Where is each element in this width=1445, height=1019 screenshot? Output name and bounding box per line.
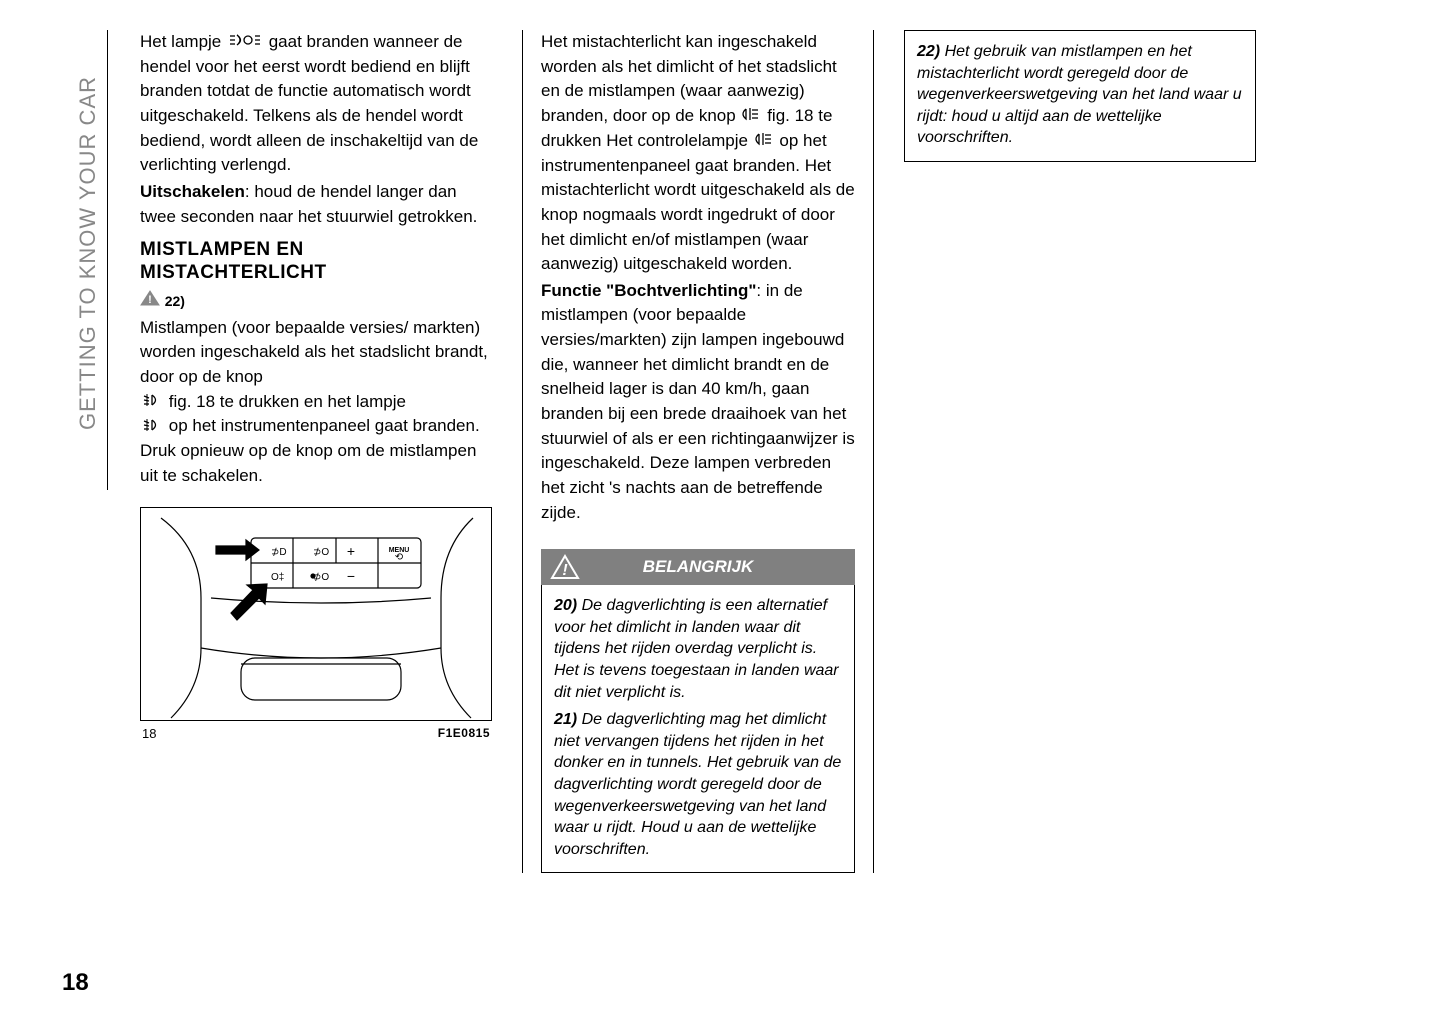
ref-number: 22): [165, 293, 185, 309]
headlamp-icon: [228, 30, 262, 55]
column-1: Het lampje gaat branden wanneer de hende…: [140, 30, 492, 873]
svg-text:⊅D: ⊅D: [271, 547, 287, 558]
text: Mistlampen (voor bepaalde versies/ markt…: [140, 318, 488, 386]
page-number: 18: [62, 969, 89, 997]
col2-para2: Functie "Bochtverlichting": in de mistla…: [541, 279, 855, 525]
fog-light-front-icon: [142, 415, 162, 440]
text: : in de mistlampen (voor bepaalde versie…: [541, 281, 855, 522]
text: fig. 18 te drukken en het lampje: [169, 392, 406, 411]
svg-text:O‡: O‡: [271, 572, 284, 583]
text: op het instrumentenpaneel gaat branden. …: [140, 416, 480, 484]
col1-para3: Mistlampen (voor bepaalde versies/ markt…: [140, 316, 492, 489]
svg-text:!: !: [562, 562, 568, 579]
text: op het instrumentenpaneel gaat branden. …: [541, 131, 855, 273]
figure-caption: 18 F1E0815: [140, 725, 492, 744]
warning-triangle-icon: !: [140, 289, 160, 314]
note-21: 21) De dagverlichting mag het dimlicht n…: [554, 709, 842, 860]
fog-light-front-icon: [142, 390, 162, 415]
text: Het lampje: [140, 32, 226, 51]
important-box: ! BELANGRIJK 20) De dagverlichting is ee…: [541, 549, 855, 873]
notes-box: 22) Het gebruik van mistlampen en het mi…: [904, 30, 1256, 162]
note-text: Het gebruik van mistlampen en het mistac…: [917, 43, 1242, 146]
note-ref: 21): [554, 711, 577, 728]
warning-ref-row: ! 22): [140, 289, 492, 314]
svg-text:⟲: ⟲: [395, 552, 404, 563]
note-text: De dagverlichting mag het dimlicht niet …: [554, 711, 841, 858]
important-label: BELANGRIJK: [589, 555, 855, 580]
fog-light-rear-icon: [755, 129, 773, 154]
main-content: Het lampje gaat branden wanneer de hende…: [140, 30, 1385, 873]
column-3: 22) Het gebruik van mistlampen en het mi…: [904, 30, 1256, 873]
important-header: ! BELANGRIJK: [541, 549, 855, 585]
svg-text:!: !: [148, 294, 152, 306]
section-heading: MISTLAMPEN EN MISTACHTERLICHT: [140, 239, 492, 285]
svg-text:⊅O: ⊅O: [313, 547, 329, 558]
col2-para1: Het mistachterlicht kan ingeschakeld wor…: [541, 30, 855, 277]
notes-box: 20) De dagverlichting is een alternatief…: [541, 585, 855, 873]
svg-text:+: +: [347, 543, 355, 559]
col1-para2: Uitschakelen: houd de hendel langer dan …: [140, 180, 492, 229]
side-tab-label: GETTING TO KNOW YOUR CAR: [75, 23, 101, 483]
text-bold: Functie "Bochtverlichting": [541, 281, 756, 300]
note-22: 22) Het gebruik van mistlampen en het mi…: [917, 41, 1243, 149]
warning-triangle-icon: !: [541, 554, 589, 580]
text: gaat branden wanneer de hendel voor het …: [140, 32, 478, 174]
svg-text:⊅O: ⊅O: [313, 572, 329, 583]
fog-light-rear-icon: [742, 104, 760, 129]
figure-18: ⊅D ⊅O + MENU ⟲ O‡ ⊅O −: [140, 507, 492, 744]
svg-text:−: −: [347, 568, 355, 584]
col1-para1: Het lampje gaat branden wanneer de hende…: [140, 30, 492, 178]
side-tab: GETTING TO KNOW YOUR CAR: [68, 30, 108, 490]
figure-code: F1E0815: [438, 725, 490, 744]
note-ref: 22): [917, 43, 940, 60]
note-text: De dagverlichting is een alternatief voo…: [554, 597, 839, 700]
note-20: 20) De dagverlichting is een alternatief…: [554, 595, 842, 703]
figure-number: 18: [142, 725, 156, 744]
text-bold: Uitschakelen: [140, 182, 245, 201]
column-2: Het mistachterlicht kan ingeschakeld wor…: [522, 30, 874, 873]
note-ref: 20): [554, 597, 577, 614]
figure-illustration: ⊅D ⊅O + MENU ⟲ O‡ ⊅O −: [140, 507, 492, 721]
